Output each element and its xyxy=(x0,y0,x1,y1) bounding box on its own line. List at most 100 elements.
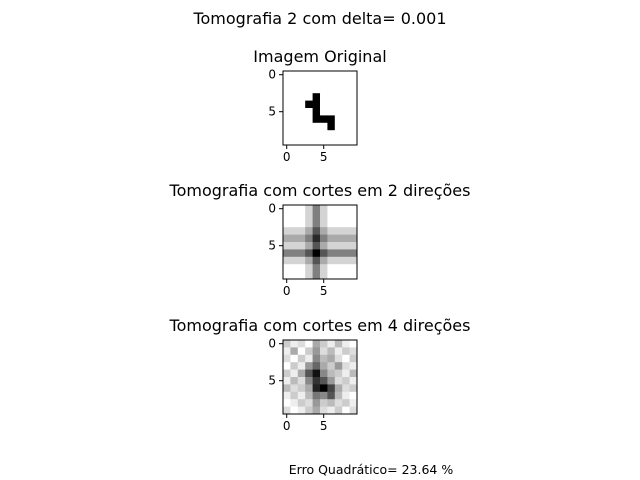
x-tick-label: 5 xyxy=(320,150,328,164)
heatmap-cell xyxy=(327,384,336,393)
heatmap-cell xyxy=(305,227,313,235)
heatmap-cell xyxy=(320,205,328,213)
heatmap-cell xyxy=(342,340,350,348)
heatmap-cell xyxy=(349,369,358,378)
heatmap-cell xyxy=(297,399,306,407)
x-tick-label: 0 xyxy=(283,150,291,164)
heatmap-cell xyxy=(334,391,343,400)
heatmap-cell xyxy=(305,354,313,363)
heatmap-cell xyxy=(327,271,336,280)
panel-title: Tomografia com cortes em 2 direções xyxy=(169,181,471,200)
heatmap-cell xyxy=(290,271,299,280)
heatmap-cell xyxy=(297,347,306,356)
heatmap-cell xyxy=(349,205,358,213)
heatmap-cell xyxy=(283,205,291,213)
heatmap-cell xyxy=(297,406,306,415)
heatmap-cell xyxy=(290,137,299,146)
heatmap-cell xyxy=(327,340,336,348)
heatmap-cell xyxy=(290,205,299,213)
heatmap-cell xyxy=(297,369,306,378)
heatmap-cell xyxy=(320,406,328,415)
heatmap-cell xyxy=(327,347,336,356)
heatmap-cell xyxy=(342,369,350,378)
heatmap-cell xyxy=(320,249,328,258)
heatmap-cell xyxy=(305,406,313,415)
heatmap-cell xyxy=(305,205,313,213)
heatmap-cell xyxy=(305,399,313,407)
heatmap-cell xyxy=(297,219,306,228)
heatmap-cell xyxy=(327,85,336,94)
heatmap-cell xyxy=(312,340,321,348)
heatmap-cell xyxy=(305,219,313,228)
heatmap-cell xyxy=(312,212,321,221)
heatmap-cell xyxy=(320,115,328,124)
y-tick-label: 0 xyxy=(268,68,276,82)
heatmap-cell xyxy=(283,108,291,116)
heatmap-cell xyxy=(305,264,313,272)
heatmap-cell xyxy=(342,93,350,101)
heatmap-cell xyxy=(349,354,358,363)
heatmap-cell xyxy=(305,212,313,221)
heatmap-cell xyxy=(349,130,358,138)
heatmap-cell xyxy=(312,93,321,101)
heatmap-cell xyxy=(349,391,358,400)
heatmap-cell xyxy=(349,377,358,385)
heatmap-cell xyxy=(327,362,336,370)
heatmap-cell xyxy=(327,391,336,400)
heatmap-cell xyxy=(312,108,321,116)
heatmap-cell xyxy=(320,264,328,272)
heatmap-cell xyxy=(349,85,358,94)
heatmap-cell xyxy=(290,249,299,258)
heatmap-cell xyxy=(334,249,343,258)
heatmap-cell xyxy=(349,93,358,101)
y-tick-label: 5 xyxy=(268,105,276,119)
heatmap-cell xyxy=(342,108,350,116)
heatmap-cell xyxy=(327,377,336,385)
heatmap-cell xyxy=(283,249,291,258)
heatmap-cell xyxy=(349,100,358,109)
heatmap-cell xyxy=(290,108,299,116)
heatmap-cell xyxy=(297,271,306,280)
heatmap-cell xyxy=(320,399,328,407)
heatmap-cell xyxy=(290,377,299,385)
heatmap-cell xyxy=(290,115,299,124)
x-tick-label: 5 xyxy=(320,284,328,298)
axes-frame xyxy=(282,204,358,280)
heatmap-cell xyxy=(327,406,336,415)
heatmap-cell xyxy=(334,212,343,221)
heatmap-cell xyxy=(349,122,358,131)
heatmap-cell xyxy=(334,362,343,370)
heatmap-cell xyxy=(290,130,299,138)
heatmap-cell xyxy=(283,340,291,348)
heatmap-cell xyxy=(283,369,291,378)
heatmap-cell xyxy=(312,85,321,94)
heatmap-cell xyxy=(312,234,321,243)
heatmap-cell xyxy=(312,115,321,124)
heatmap-cell xyxy=(334,219,343,228)
heatmap-cell xyxy=(312,377,321,385)
heatmap-cell xyxy=(297,249,306,258)
heatmap-cell xyxy=(312,264,321,272)
y-tick-label: 5 xyxy=(268,239,276,253)
heatmap-cell xyxy=(320,340,328,348)
heatmap-cell xyxy=(320,227,328,235)
heatmap-cell xyxy=(320,256,328,265)
heatmap-cell xyxy=(349,115,358,124)
heatmap-cell xyxy=(290,256,299,265)
heatmap-panel-1: Imagem Original 0 5 0 5 xyxy=(253,47,386,164)
heatmap-cell xyxy=(334,71,343,79)
heatmap-cell xyxy=(327,100,336,109)
heatmap-cell xyxy=(290,212,299,221)
heatmap-cell xyxy=(297,256,306,265)
heatmap-cell xyxy=(312,369,321,378)
heatmap-cell xyxy=(297,384,306,393)
heatmap-cell xyxy=(334,115,343,124)
heatmap-cell xyxy=(334,399,343,407)
heatmap-cell xyxy=(327,137,336,146)
heatmap-cell xyxy=(290,227,299,235)
heatmap-cell xyxy=(327,249,336,258)
heatmap-cell xyxy=(334,242,343,250)
heatmap-cell xyxy=(312,219,321,228)
heatmap-cell xyxy=(327,108,336,116)
heatmap-cell xyxy=(334,137,343,146)
